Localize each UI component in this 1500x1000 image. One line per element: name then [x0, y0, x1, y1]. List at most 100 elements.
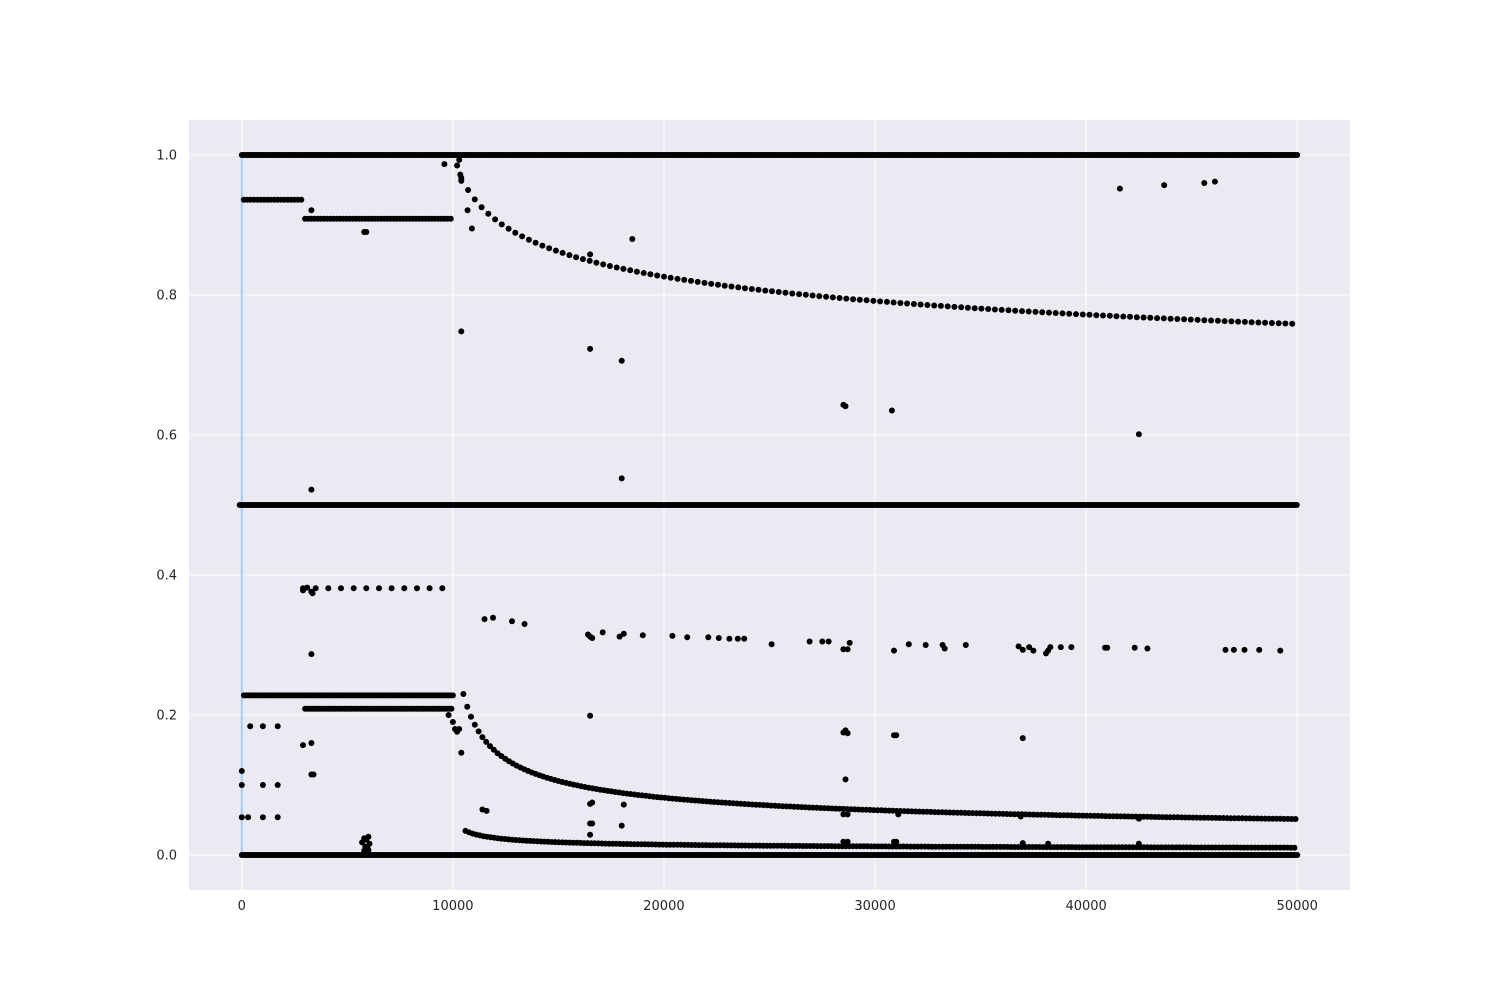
data-point [1019, 646, 1026, 653]
data-point [1248, 319, 1255, 326]
data-point [1052, 310, 1059, 316]
data-point [1026, 644, 1033, 651]
data-point [895, 811, 902, 818]
data-point [1144, 645, 1151, 652]
data-point [487, 743, 493, 750]
data-point [238, 768, 245, 774]
data-point [1214, 317, 1221, 324]
data-point [1135, 815, 1142, 822]
data-point [600, 261, 607, 268]
data-point [823, 293, 830, 300]
y-tick-label: 0.4 [156, 569, 177, 584]
data-point [483, 807, 490, 814]
data-point [589, 799, 596, 806]
data-point [863, 297, 870, 304]
data-point [238, 814, 245, 821]
data-point [1275, 320, 1282, 327]
data-point [917, 301, 924, 308]
y-axis-ticks: 0.0 0.2 0.4 0.6 0.8 1.0 [156, 149, 177, 864]
data-point [877, 298, 884, 305]
data-point [483, 738, 490, 745]
data-point [457, 171, 464, 178]
x-axis-ticks: 0 10000 20000 30000 40000 50000 [238, 899, 1318, 914]
data-point [1291, 844, 1298, 851]
data-point [1255, 319, 1262, 326]
data-point [426, 585, 433, 592]
data-point [618, 822, 625, 829]
data-point [1047, 644, 1054, 651]
data-point [893, 838, 900, 845]
data-point [366, 840, 373, 847]
data-point [448, 705, 455, 712]
data-point [586, 257, 593, 264]
data-point [449, 692, 456, 699]
data-point [1135, 431, 1142, 438]
data-point [962, 642, 969, 648]
data-point [1294, 152, 1301, 158]
data-point [971, 305, 978, 312]
data-point [350, 585, 357, 592]
data-point [842, 403, 849, 410]
data-point [762, 287, 769, 294]
data-point [694, 278, 701, 285]
data-point [941, 645, 948, 652]
data-point [667, 274, 674, 281]
data-point [573, 254, 580, 261]
y-tick-label: 0.0 [156, 849, 177, 864]
data-point [1133, 314, 1140, 321]
data-point [1228, 318, 1235, 325]
data-point [844, 730, 851, 737]
data-point [802, 291, 809, 298]
data-point [1268, 320, 1275, 326]
x-tick-label: 20000 [643, 899, 684, 914]
data-point [1113, 313, 1120, 320]
data-point [742, 285, 748, 292]
data-point [512, 229, 519, 236]
data-point [825, 638, 832, 645]
data-point [1256, 646, 1263, 653]
data-point [850, 296, 857, 303]
data-point [259, 723, 266, 730]
data-point [414, 585, 420, 592]
data-point [1017, 813, 1024, 820]
data-point [599, 629, 606, 636]
data-point [1079, 311, 1086, 318]
data-point [1059, 310, 1066, 317]
data-point [274, 723, 281, 730]
data-point [589, 635, 596, 641]
x-tick-label: 0 [238, 899, 246, 914]
data-point [1073, 311, 1079, 318]
data-point [1030, 647, 1037, 654]
data-point [1045, 840, 1052, 847]
data-point [715, 281, 721, 288]
data-point [836, 295, 843, 301]
data-point [1019, 735, 1026, 742]
data-point [325, 585, 332, 592]
data-point [245, 814, 252, 821]
data-point [620, 630, 627, 637]
data-point [589, 820, 596, 827]
data-point [300, 587, 306, 594]
data-point [629, 236, 636, 242]
x-tick-label: 40000 [1065, 899, 1106, 914]
data-point [1230, 646, 1237, 653]
data-point [734, 635, 741, 642]
data-point [1235, 318, 1242, 325]
data-point [1131, 644, 1138, 651]
data-point [376, 585, 382, 592]
data-point [471, 196, 478, 203]
data-point [1277, 647, 1284, 654]
data-point [532, 239, 539, 246]
y-tick-label: 0.2 [156, 709, 177, 724]
data-point [775, 289, 782, 295]
data-point [505, 225, 512, 232]
data-point [1120, 313, 1127, 320]
data-point [715, 635, 722, 641]
data-point [401, 585, 408, 592]
data-point [539, 242, 546, 249]
data-point [365, 833, 372, 840]
data-point [1015, 643, 1022, 650]
data-point [1221, 318, 1228, 325]
data-point [674, 275, 681, 282]
data-point [1160, 315, 1167, 322]
